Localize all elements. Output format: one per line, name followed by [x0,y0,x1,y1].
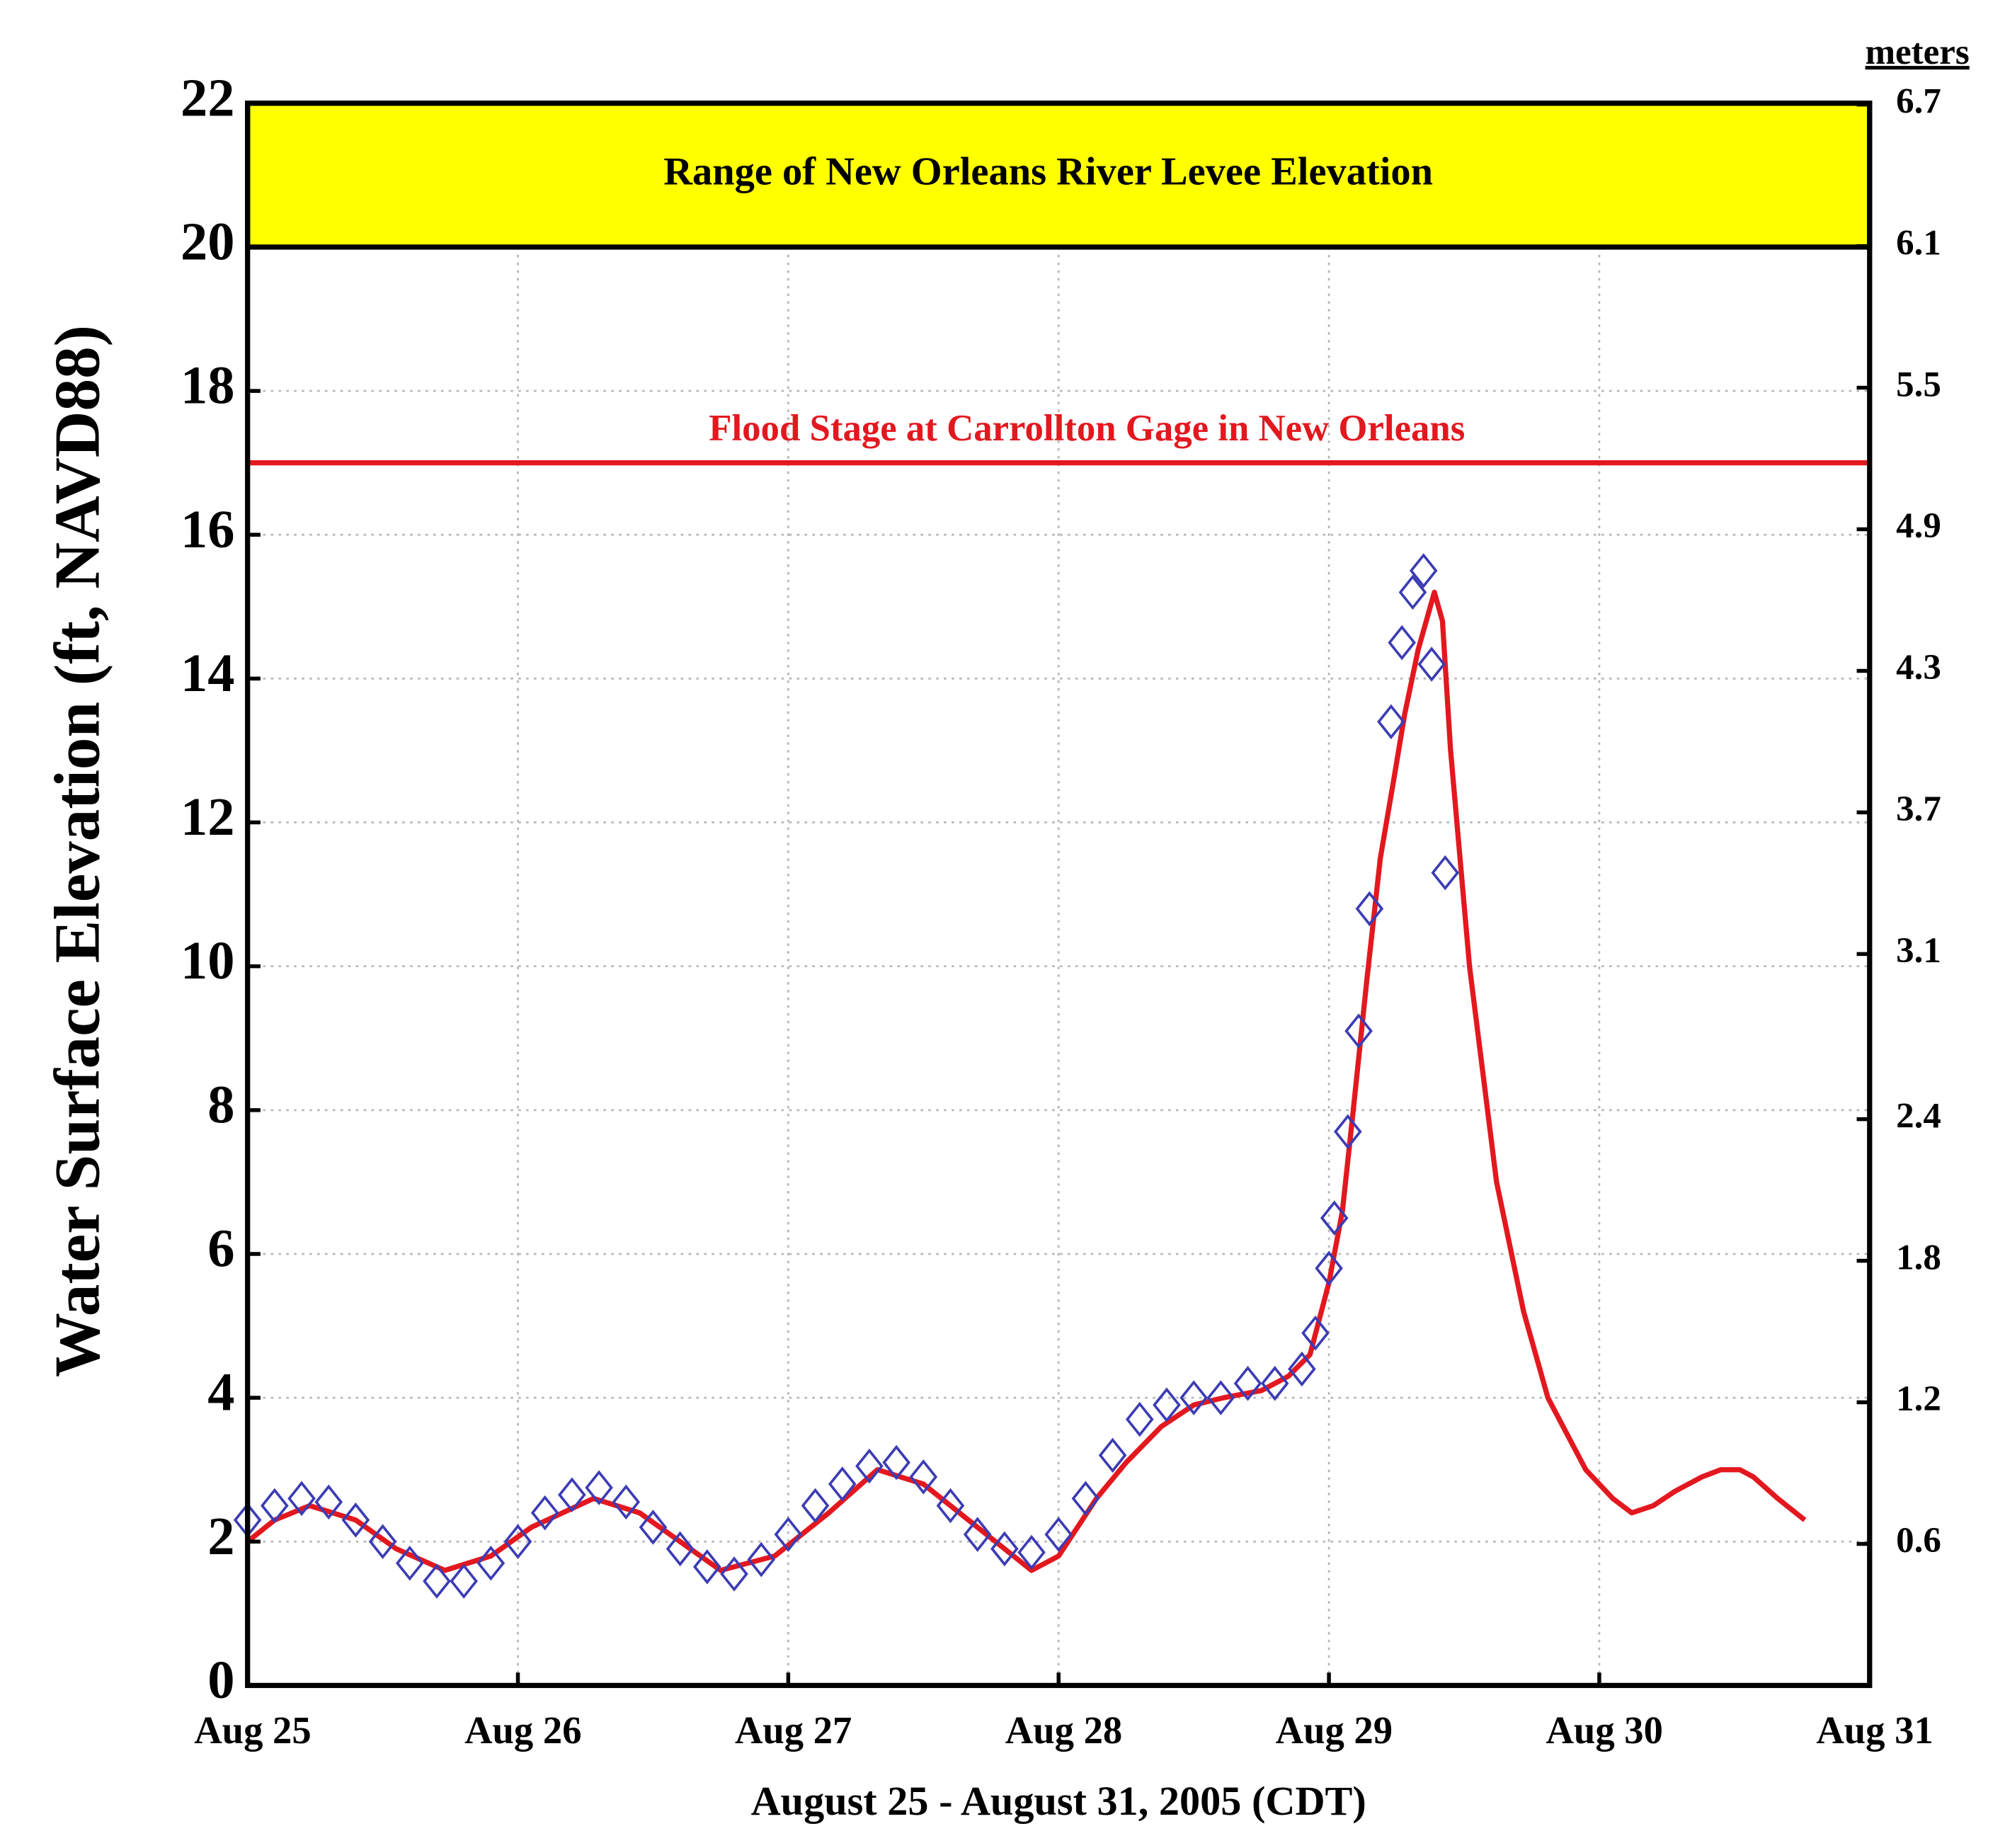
y-tick-label: 10 [181,930,234,991]
observed-marker [450,1563,478,1599]
y-tick-label: 0 [207,1650,234,1710]
x-tick-label: Aug 25 [194,1709,311,1752]
y2-tick-label: 6.7 [1896,81,1941,121]
modeled-line [246,589,1807,1573]
y-tick-label: 6 [207,1219,234,1279]
observed-marker [774,1517,803,1552]
y-tick-label: 18 [181,355,234,416]
x-tick-label: Aug 27 [735,1709,852,1752]
observed-marker [1320,1200,1349,1236]
observed-marker [395,1545,424,1581]
observed-marker [1409,553,1438,588]
observed-marker [720,1556,748,1592]
observed-marker [476,1545,505,1581]
y2-tick-label: 1.2 [1896,1379,1941,1419]
observed-marker [1344,1013,1373,1049]
observed-marker [314,1484,343,1520]
observed-marker [287,1481,316,1517]
y-tick-label: 12 [181,787,234,847]
y2-tick-label: 3.1 [1896,931,1941,971]
observed-marker [747,1541,776,1578]
y-tick-label: 8 [207,1074,234,1134]
observed-marker [1125,1401,1154,1437]
observed-marker [936,1488,965,1524]
observed-marker [530,1495,559,1531]
y-tick-label: 16 [181,499,234,559]
y2-tick-label: 4.3 [1896,648,1941,688]
y-tick-label: 4 [207,1362,234,1422]
observed-marker [855,1448,884,1484]
y2-tick-label: 6.1 [1896,223,1941,263]
y-tick-label: 22 [181,67,234,127]
observed-marker [963,1517,992,1552]
levee-band [245,101,1873,250]
y2-tick-label: 0.6 [1896,1521,1941,1561]
observed-marker [558,1477,586,1513]
x-tick-label: Aug 28 [1005,1709,1122,1752]
levee-label: Range of New Orleans River Levee Elevati… [663,149,1433,193]
observed-marker [990,1531,1019,1567]
x-tick-label: Aug 26 [464,1709,581,1752]
y-tick-label: 20 [181,211,234,271]
x-tick-label: Aug 29 [1276,1709,1393,1752]
observed-marker [1377,704,1405,740]
y2-axis-title: meters [1866,33,1970,72]
y2-tick-label: 5.5 [1896,365,1941,404]
observed-marker [1333,1114,1362,1150]
observed-marker [1206,1380,1235,1415]
observed-marker [1417,646,1446,682]
x-axis-title: August 25 - August 31, 2005 (CDT) [751,1778,1366,1824]
y2-tick-label: 2.4 [1896,1096,1941,1136]
y-tick-label: 2 [207,1506,234,1566]
observed-marker [341,1502,370,1538]
x-tick-label: Aug 31 [1816,1709,1933,1752]
observed-marker [1179,1380,1208,1415]
observed-marker [612,1484,641,1520]
observed-marker [666,1531,695,1567]
observed-marker [1098,1437,1127,1473]
observed-marker [882,1444,910,1481]
observed-marker [1153,1387,1181,1423]
observed-marker [503,1524,532,1560]
observed-marker [261,1488,289,1524]
y-axis-title: Water Surface Elevation (ft, NAVD88) [41,325,113,1377]
flood-stage-label: Flood Stage at Carrollton Gage in New Or… [709,408,1465,449]
observed-marker [368,1524,397,1560]
observed-marker [1071,1481,1100,1517]
observed-marker [1431,855,1460,891]
observed-marker [639,1510,668,1545]
x-tick-label: Aug 30 [1546,1709,1662,1752]
y-tick-label: 14 [181,643,234,703]
observed-marker [1355,891,1384,927]
observed-marker [828,1466,857,1502]
observed-marker [423,1563,451,1599]
observed-marker [1388,624,1416,661]
observed-marker [693,1549,721,1585]
y2-tick-label: 1.8 [1896,1238,1941,1277]
y2-tick-label: 4.9 [1896,506,1941,546]
observed-marker [801,1488,830,1524]
y2-tick-label: 3.7 [1896,789,1941,829]
observed-marker [1260,1366,1289,1401]
observed-marker [1288,1351,1316,1387]
observed-marker [1044,1517,1073,1552]
observed-marker [1233,1366,1262,1401]
observed-marker [1017,1534,1046,1570]
observed-marker [585,1470,613,1505]
observed-marker [909,1459,938,1495]
observed-marker [1398,574,1427,610]
observed-marker [1315,1250,1343,1287]
observed-marker [1301,1315,1330,1351]
